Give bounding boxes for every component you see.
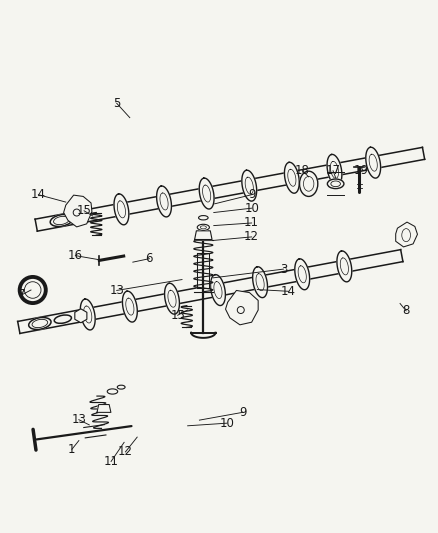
Polygon shape — [80, 299, 95, 330]
Polygon shape — [97, 405, 111, 413]
Text: 11: 11 — [244, 216, 259, 230]
Polygon shape — [194, 231, 212, 239]
Polygon shape — [284, 163, 299, 193]
Polygon shape — [75, 309, 87, 323]
Polygon shape — [396, 222, 417, 247]
Ellipse shape — [53, 216, 69, 224]
Text: 3: 3 — [280, 263, 287, 276]
Text: 19: 19 — [353, 164, 368, 177]
Ellipse shape — [327, 179, 344, 189]
Text: 18: 18 — [295, 164, 310, 177]
Text: 14: 14 — [281, 285, 296, 298]
Ellipse shape — [25, 282, 41, 298]
Text: 9: 9 — [248, 188, 255, 201]
Polygon shape — [226, 290, 258, 325]
Ellipse shape — [200, 226, 206, 229]
Polygon shape — [157, 186, 171, 217]
Polygon shape — [295, 259, 310, 290]
Polygon shape — [114, 194, 129, 225]
Ellipse shape — [54, 315, 71, 324]
Ellipse shape — [117, 385, 125, 389]
Ellipse shape — [304, 176, 314, 191]
Text: 7: 7 — [18, 288, 25, 301]
Circle shape — [73, 209, 80, 216]
Text: 10: 10 — [244, 201, 259, 215]
Text: 9: 9 — [239, 406, 247, 419]
Text: 12: 12 — [118, 446, 133, 458]
Text: 15: 15 — [170, 309, 185, 322]
Polygon shape — [35, 147, 425, 231]
Ellipse shape — [331, 181, 340, 187]
Text: 14: 14 — [31, 188, 46, 201]
Text: 6: 6 — [145, 252, 153, 265]
Polygon shape — [197, 254, 209, 288]
Polygon shape — [366, 147, 381, 178]
Ellipse shape — [107, 389, 118, 394]
Text: 11: 11 — [103, 455, 119, 468]
Polygon shape — [211, 274, 226, 305]
Ellipse shape — [197, 224, 209, 230]
Text: 17: 17 — [325, 164, 340, 177]
Text: 13: 13 — [71, 413, 86, 426]
Polygon shape — [64, 195, 92, 227]
Polygon shape — [123, 291, 137, 322]
Ellipse shape — [29, 318, 51, 329]
Text: 8: 8 — [403, 304, 410, 317]
Text: 13: 13 — [110, 284, 124, 297]
Ellipse shape — [402, 229, 410, 241]
Text: 12: 12 — [244, 230, 259, 244]
Polygon shape — [199, 178, 214, 209]
Polygon shape — [84, 425, 106, 438]
Ellipse shape — [198, 215, 208, 220]
Text: 5: 5 — [113, 97, 120, 110]
Polygon shape — [18, 249, 403, 334]
Text: 16: 16 — [68, 249, 83, 262]
Text: 10: 10 — [219, 417, 234, 430]
Polygon shape — [165, 283, 180, 314]
Polygon shape — [337, 251, 352, 282]
Text: 15: 15 — [77, 204, 92, 217]
Polygon shape — [327, 155, 342, 185]
Circle shape — [237, 306, 244, 313]
Ellipse shape — [300, 171, 318, 197]
Ellipse shape — [20, 277, 46, 303]
Text: 1: 1 — [68, 443, 76, 456]
Ellipse shape — [32, 319, 48, 328]
Polygon shape — [253, 266, 268, 297]
Polygon shape — [242, 170, 257, 201]
Ellipse shape — [50, 215, 73, 227]
